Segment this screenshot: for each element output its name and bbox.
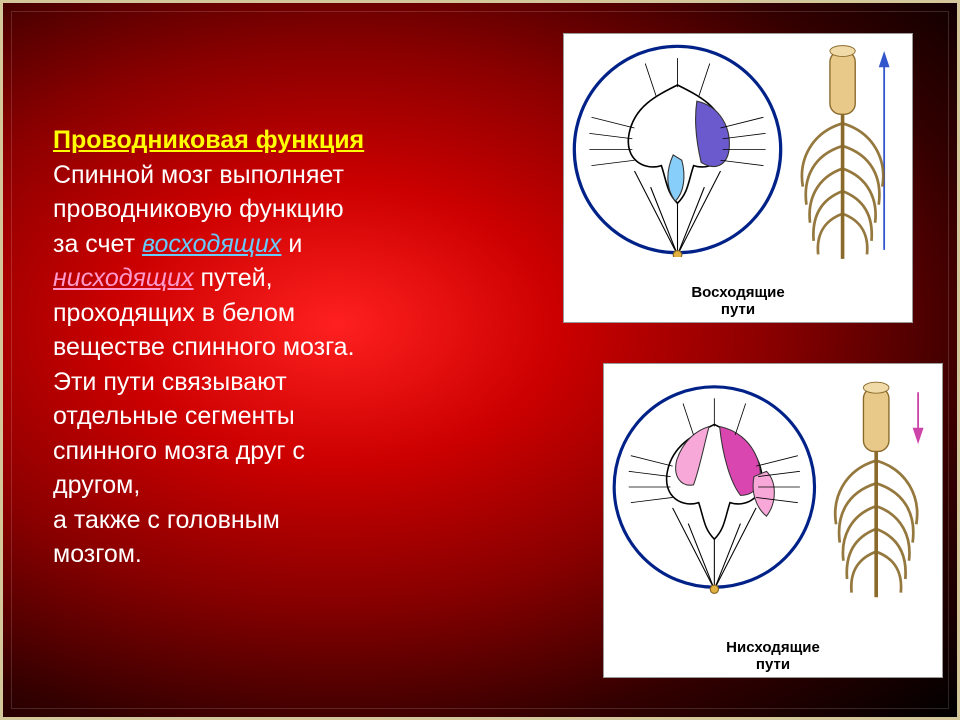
descending-diagram: Нисходящиепути: [603, 363, 943, 678]
cross-section-descending-icon: [610, 372, 819, 602]
line: проводниковую функцию: [53, 195, 344, 223]
descending-caption: Нисходящиепути: [726, 640, 820, 673]
spine-descending-icon: [827, 372, 936, 622]
line: путей,: [194, 264, 273, 292]
ascending-diagram: Восходящиепути: [563, 33, 913, 323]
line: а также с головным: [53, 506, 280, 534]
line: Спинной мозг выполняет: [53, 161, 344, 189]
diagram-row: [610, 372, 936, 636]
line: мозгом.: [53, 540, 142, 568]
line: проходящих в белом: [53, 299, 295, 327]
line: спинного мозга друг с: [53, 437, 305, 465]
ascending-caption: Восходящиепути: [691, 285, 784, 318]
line: за счет: [53, 230, 142, 258]
slide: Проводниковая функция Спинной мозг выпол…: [0, 0, 960, 720]
body-text: Проводниковая функция Спинной мозг выпол…: [53, 123, 553, 572]
ascending-word: восходящих: [142, 230, 281, 258]
diagram-row: [570, 42, 906, 281]
spine-ascending-icon: [793, 42, 903, 277]
cross-section-ascending-icon: [570, 42, 785, 257]
line: и: [281, 230, 302, 258]
line: другом,: [53, 471, 140, 499]
line: отдельные сегменты: [53, 402, 295, 430]
descending-word: нисходящих: [53, 264, 194, 292]
line: веществе спинного мозга.: [53, 333, 355, 361]
line: Эти пути связывают: [53, 368, 287, 396]
heading: Проводниковая функция: [53, 126, 364, 154]
